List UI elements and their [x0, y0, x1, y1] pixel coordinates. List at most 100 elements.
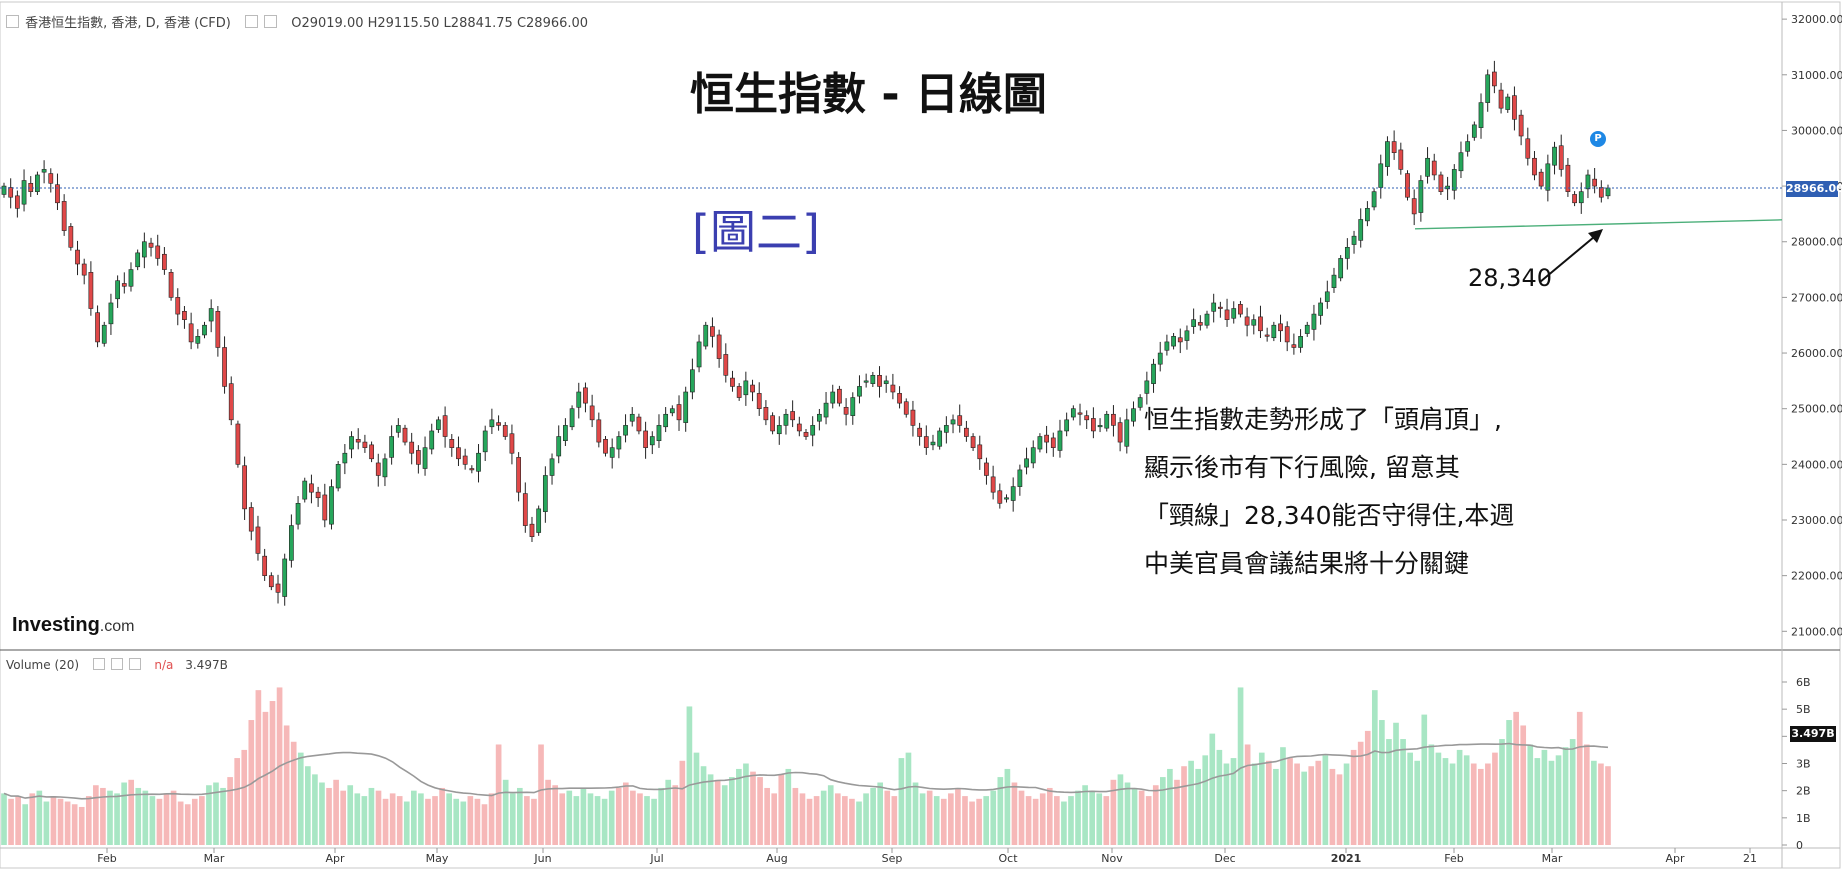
candle-body [542, 475, 548, 512]
candle-body [1010, 486, 1016, 501]
candle-body [21, 180, 27, 205]
volume-bar [1308, 766, 1315, 845]
volume-bar [905, 752, 912, 845]
volume-bar [85, 796, 92, 845]
candle-body [1271, 324, 1277, 339]
volume-bar [608, 790, 615, 845]
volume-bar [1251, 763, 1258, 845]
volume-indicator-name[interactable]: Volume (20) [6, 658, 80, 672]
candle-body [509, 433, 515, 454]
volume-bar [1152, 785, 1159, 845]
volume-bar [891, 796, 898, 845]
p-badge-icon[interactable]: P [1590, 131, 1606, 147]
candle-body [121, 283, 127, 287]
volume-bar [36, 790, 43, 845]
volume-bar [156, 798, 163, 845]
price-tick-label: 26000.00 [1791, 347, 1842, 360]
volume-bar [700, 766, 707, 845]
volume-bar [1428, 744, 1435, 845]
symbol-label[interactable]: 香港恒生指數, 香港, D, 香港 (CFD) [25, 16, 231, 31]
close-icon[interactable] [128, 658, 141, 670]
candle-body [402, 427, 408, 443]
volume-bar [806, 798, 813, 845]
volume-bar [1301, 771, 1307, 845]
candle-body [175, 297, 181, 315]
volume-bar [1096, 793, 1103, 845]
volume-tick-label: 5B [1796, 703, 1811, 716]
volume-bar [778, 774, 785, 845]
settings-icon[interactable] [264, 15, 278, 28]
candle-body [1258, 316, 1263, 332]
volume-bar [1329, 768, 1336, 845]
volume-bar [8, 798, 14, 845]
annotation-line: 中美官員會議結果將十分關鍵 [1144, 549, 1470, 578]
volume-bar [926, 790, 933, 845]
candle-body [262, 555, 268, 576]
volume-bar [1583, 744, 1590, 845]
candle-body [1151, 363, 1156, 384]
candle-body [529, 523, 535, 537]
collapse-icon[interactable] [6, 15, 19, 28]
candle-body [88, 272, 94, 309]
candle-body [14, 195, 20, 209]
candle-body [135, 252, 141, 268]
candle-body [1451, 169, 1457, 191]
volume-bar [1485, 763, 1491, 845]
volume-bar [213, 782, 219, 845]
volume-bar [940, 798, 947, 845]
volume-bar [453, 798, 460, 845]
volume-bar [354, 793, 361, 845]
candle-body [282, 558, 288, 597]
candle-body [215, 311, 221, 348]
visibility-icon[interactable] [244, 15, 258, 28]
visibility-icon[interactable] [92, 658, 105, 670]
candle-body [1338, 258, 1344, 279]
volume-bar [1294, 763, 1300, 845]
volume-bar [827, 785, 834, 845]
time-tick-label: Dec [1214, 852, 1235, 865]
volume-tick-label: 0 [1796, 839, 1803, 852]
volume-bar [1449, 763, 1456, 845]
candle-body [1418, 180, 1424, 213]
candle-body [596, 419, 602, 443]
candle-body [950, 419, 956, 425]
volume-bars [1, 687, 1611, 845]
candle-body [770, 415, 775, 432]
volume-bar [665, 779, 672, 845]
volume-bar [1562, 747, 1569, 845]
volume-bar [630, 790, 636, 845]
candle-body [1318, 302, 1323, 316]
candle-body [1211, 302, 1217, 312]
neckline [1414, 219, 1783, 230]
volume-bar [1499, 739, 1505, 845]
volume-bar [22, 804, 29, 845]
candle-body [188, 323, 194, 343]
candle-body [964, 427, 969, 437]
candle-body [883, 380, 889, 384]
candle-body [309, 483, 314, 493]
candle-body [148, 242, 154, 248]
candle-body [1224, 309, 1230, 320]
candle-body [1358, 219, 1364, 241]
candle-body [349, 436, 354, 450]
candle-body [108, 302, 114, 325]
candle-body [1378, 163, 1384, 188]
candle-body [1465, 141, 1471, 152]
candle-body [1204, 313, 1210, 326]
volume-tick-label: 2B [1796, 785, 1811, 798]
volume-bar [1117, 774, 1124, 845]
volume-bar [326, 787, 332, 845]
settings-icon[interactable] [110, 658, 123, 670]
candle-body [1251, 319, 1257, 326]
candle-body [629, 413, 635, 422]
brand-name: Investing [12, 614, 100, 636]
candle-body [415, 450, 421, 465]
volume-bar [637, 793, 643, 845]
volume-bar [1145, 796, 1152, 845]
candle-body [1238, 304, 1243, 315]
volume-bar [552, 785, 558, 845]
volume-bar [1103, 796, 1110, 845]
candle-body [1111, 413, 1116, 426]
candle-body [917, 427, 922, 437]
